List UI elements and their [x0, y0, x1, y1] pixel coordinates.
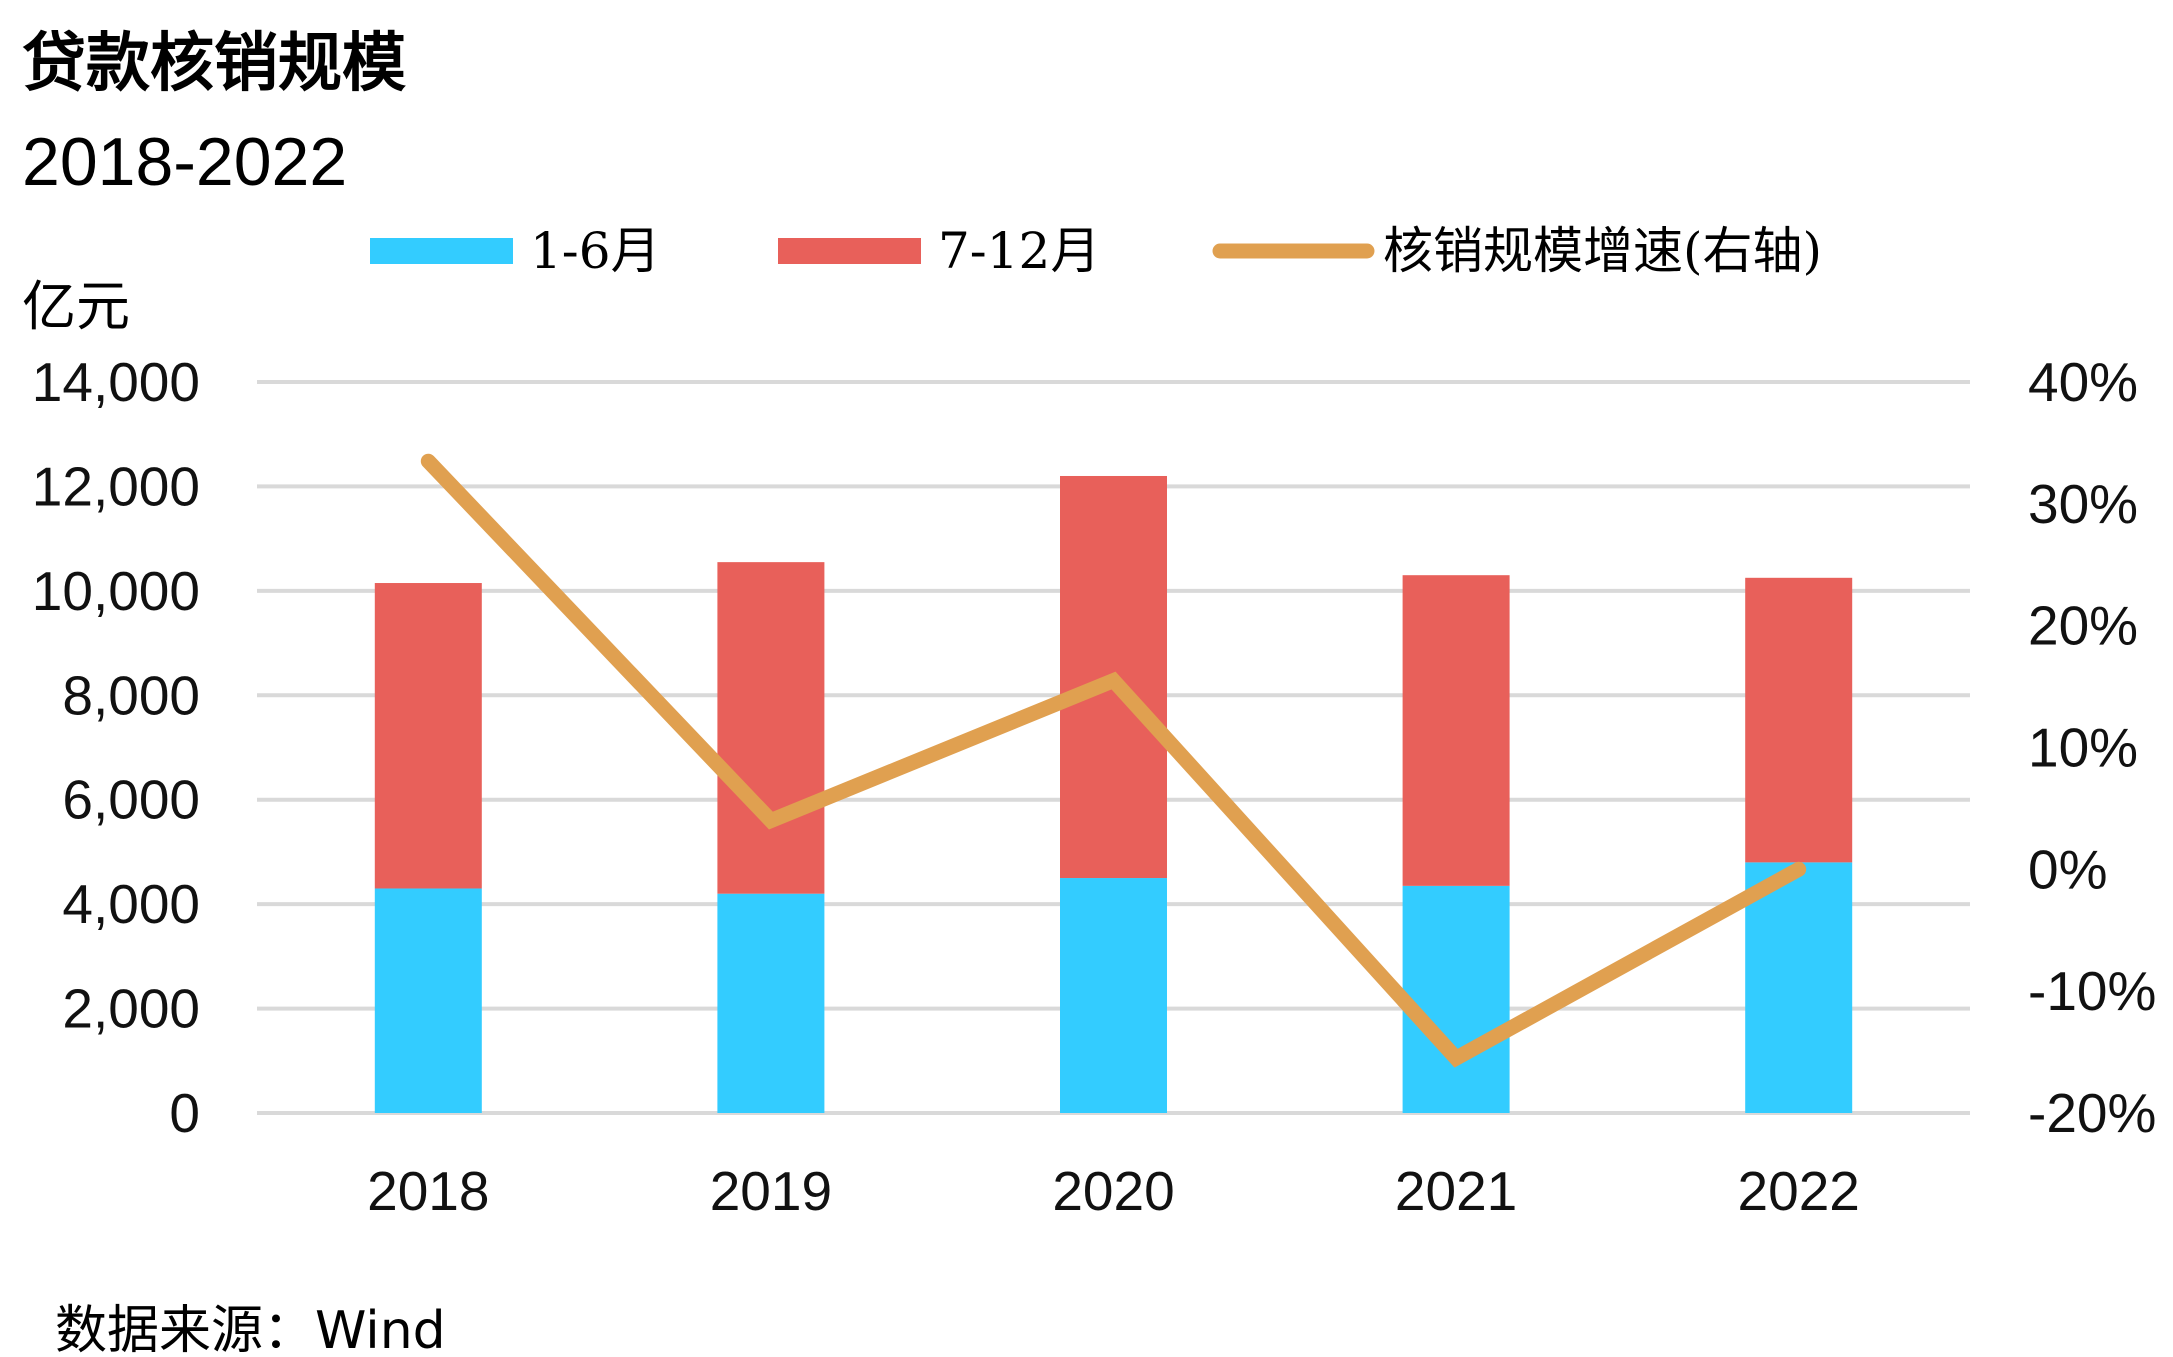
bar-h2 — [717, 562, 825, 894]
x-tick-label: 2019 — [710, 1160, 832, 1222]
left-tick-label: 14,000 — [32, 351, 200, 413]
bar-h1 — [1060, 878, 1167, 1113]
x-tick-label: 2021 — [1395, 1160, 1517, 1222]
bars — [374, 475, 1853, 1113]
bar-h2 — [1402, 575, 1510, 886]
legend-swatch-h1 — [370, 238, 513, 264]
left-axis-ticks: 0 2,000 4,000 6,000 8,000 10,000 12,000 14,000 — [32, 351, 200, 1144]
bar-h2 — [374, 583, 482, 889]
chart-title: 贷款核销规模 — [22, 27, 406, 101]
legend-label-h2: 7-12月 — [938, 222, 1100, 280]
bar-h2 — [1745, 577, 1853, 863]
x-tick-label: 2022 — [1738, 1160, 1860, 1222]
right-axis-ticks: -20% -10% 0% 10% 20% 30% 40% — [2028, 351, 2156, 1144]
bar-h1 — [1745, 862, 1853, 1113]
x-axis-ticks: 2018 2019 2020 2021 2022 — [367, 1160, 1860, 1222]
bar-h1 — [1402, 885, 1510, 1113]
left-tick-label: 8,000 — [62, 664, 200, 726]
growth-line — [420, 453, 1807, 1068]
legend-label-growth: 核销规模增速(右轴) — [1383, 222, 1822, 280]
bar-h1 — [374, 888, 482, 1113]
legend: 1-6月 7-12月 核销规模增速(右轴) — [370, 222, 1822, 280]
right-tick-label: 0% — [2028, 838, 2108, 900]
right-tick-label: 40% — [2028, 351, 2138, 413]
left-tick-label: 10,000 — [32, 560, 200, 622]
left-tick-label: 0 — [169, 1082, 200, 1144]
bar-h1 — [717, 893, 825, 1113]
right-tick-label: -20% — [2028, 1082, 2156, 1144]
right-tick-label: 20% — [2028, 595, 2138, 657]
x-tick-label: 2020 — [1052, 1160, 1174, 1222]
growth-line-group — [420, 453, 1807, 1068]
left-tick-label: 4,000 — [62, 873, 200, 935]
x-tick-label: 2018 — [367, 1160, 489, 1222]
legend-label-h1: 1-6月 — [530, 222, 661, 280]
legend-swatch-h2 — [778, 238, 921, 264]
left-tick-label: 6,000 — [62, 769, 200, 831]
left-tick-label: 12,000 — [32, 455, 200, 517]
right-tick-label: 10% — [2028, 717, 2138, 779]
right-tick-label: 30% — [2028, 473, 2138, 535]
chart-subtitle: 2018-2022 — [22, 124, 347, 200]
source-note: 数据来源：Wind — [55, 1301, 446, 1357]
left-tick-label: 2,000 — [62, 978, 200, 1040]
left-axis-unit: 亿元 — [22, 275, 130, 338]
right-tick-label: -10% — [2028, 960, 2156, 1022]
